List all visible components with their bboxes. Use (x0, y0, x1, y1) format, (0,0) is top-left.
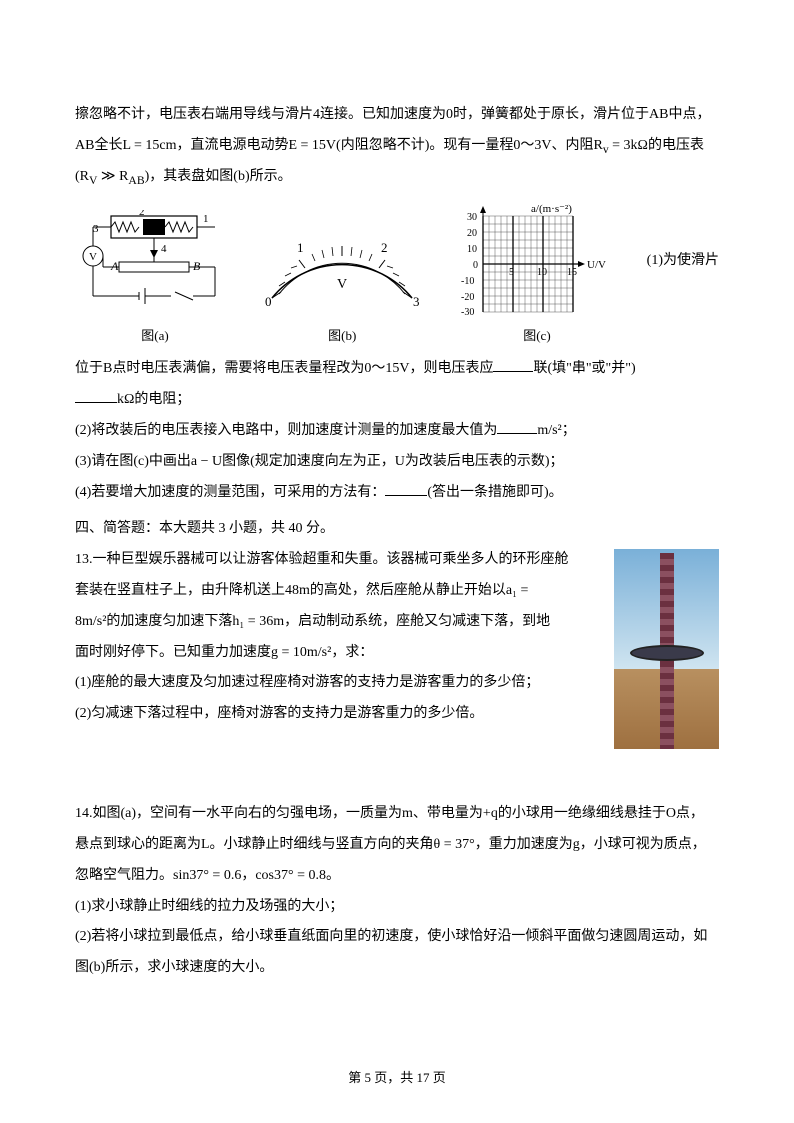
figure-a-label: 图(a) (75, 322, 235, 351)
intro-2b: = 3kΩ的电压表 (609, 138, 704, 153)
blank-method[interactable] (385, 482, 427, 496)
q1-line1: 位于B点时电压表满偏，需要将电压表量程改为0～15V，则电压表应 联(填"串"或"… (75, 354, 719, 385)
blank-series[interactable] (493, 358, 533, 372)
figures-row: 2 3 1 4 A B V (75, 202, 719, 351)
ytick-20: 20 (467, 228, 477, 239)
intro-line-2: AB全长L = 15cm，直流电源电动势E = 15V(内阻忽略不计)。现有一量… (75, 131, 719, 162)
q14-p6: 图(b)所示，求小球速度的大小。 (75, 953, 719, 984)
ytick-0: 0 (473, 260, 478, 271)
label-A: A (110, 259, 119, 273)
tick-3: 3 (413, 294, 420, 309)
q4b: (答出一条措施即可)。 (427, 485, 562, 500)
figure-a: 2 3 1 4 A B V (75, 210, 235, 351)
ytick-n20: -20 (461, 292, 474, 303)
section-4-heading: 四、简答题：本大题共 3 小题，共 40 分。 (75, 514, 719, 545)
tick-2: 2 (381, 240, 388, 255)
q14-p5: (2)若将小球拉到最低点，给小球垂直纸面向里的初速度，使小球恰好沿一倾斜平面做匀… (75, 922, 719, 953)
q14-p3: 忽略空气阻力。sin37° = 0.6，cos37° = 0.8。 (75, 861, 719, 892)
q4-line: (4)若要增大加速度的测量范围，可采用的方法有： (答出一条措施即可)。 (75, 478, 719, 509)
q3-line: (3)请在图(c)中画出a − U图像(规定加速度向左为正，U为改装后电压表的示… (75, 447, 719, 478)
ylabel: a/(m·s⁻²) (531, 203, 572, 215)
intro-3b: ≫ R (97, 169, 128, 184)
page-footer: 第 5 页，共 17 页 (0, 1064, 794, 1093)
ytick-30: 30 (467, 212, 477, 223)
ytick-n30: -30 (461, 307, 474, 318)
intro-line-3: (RV ≫ RAB)，其表盘如图(b)所示。 (75, 162, 719, 193)
q2a: (2)将改装后的电压表接入电路中，则加速度计测量的加速度最大值为 (75, 423, 497, 438)
side-note: (1)为使滑片 (647, 246, 719, 307)
label-2: 2 (139, 210, 145, 218)
tick-0: 0 (265, 294, 272, 309)
xtick-5: 5 (509, 267, 514, 278)
label-B: B (193, 259, 201, 273)
q2-line: (2)将改装后的电压表接入电路中，则加速度计测量的加速度最大值为 m/s²； (75, 416, 719, 447)
blank-kohm[interactable] (75, 389, 117, 403)
ytick-10: 10 (467, 244, 477, 255)
dial-svg: 0 1 2 3 V (257, 220, 427, 320)
q14-p1: 14.如图(a)，空间有一水平向右的匀强电场，一质量为m、带电量为+q的小球用一… (75, 799, 719, 830)
voltmeter-v: V (89, 251, 97, 263)
ride-photo (614, 549, 719, 749)
figure-c: a/(m·s⁻²) (449, 202, 624, 351)
intro-3c: )，其表盘如图(b)所示。 (145, 169, 292, 184)
grid-svg: a/(m·s⁻²) (449, 202, 624, 320)
xlabel: U/V (587, 259, 606, 271)
dial-unit: V (337, 277, 347, 292)
tick-1: 1 (297, 240, 304, 255)
q1c: kΩ的电阻； (117, 392, 190, 407)
label-4: 4 (161, 243, 167, 255)
figure-b-label: 图(b) (257, 322, 427, 351)
question-13: 13.一种巨型娱乐器械可以让游客体验超重和失重。该器械可乘坐多人的环形座舱 套装… (75, 545, 719, 799)
figure-b: 0 1 2 3 V 图(b) (257, 220, 427, 351)
xtick-10: 10 (537, 267, 547, 278)
q1-line2: kΩ的电阻； (75, 385, 719, 416)
q1b: 联(填"串"或"并") (533, 361, 635, 376)
label-1: 1 (203, 213, 209, 225)
q1a: 位于B点时电压表满偏，需要将电压表量程改为0～15V，则电压表应 (75, 361, 493, 376)
sub-AB: AB (128, 174, 144, 187)
blank-accel[interactable] (497, 420, 537, 434)
q14-p2: 悬点到球心的距离为L。小球静止时细线与竖直方向的夹角θ = 37°，重力加速度为… (75, 830, 719, 861)
q14-p4: (1)求小球静止时细线的拉力及场强的大小； (75, 892, 719, 923)
intro-line-1: 擦忽略不计，电压表右端用导线与滑片4连接。已知加速度为0时，弹簧都处于原长，滑片… (75, 100, 719, 131)
intro-3a: (R (75, 169, 89, 184)
label-3: 3 (93, 223, 99, 235)
q2b: m/s²； (537, 423, 575, 438)
intro-2a: AB全长L = 15cm，直流电源电动势E = 15V(内阻忽略不计)。现有一量… (75, 138, 603, 153)
ytick-n10: -10 (461, 276, 474, 287)
figure-c-label: 图(c) (449, 322, 624, 351)
ring-graphic (630, 645, 704, 661)
circuit-svg: 2 3 1 4 A B V (75, 210, 235, 320)
q4a: (4)若要增大加速度的测量范围，可采用的方法有： (75, 485, 385, 500)
xtick-15: 15 (567, 267, 577, 278)
